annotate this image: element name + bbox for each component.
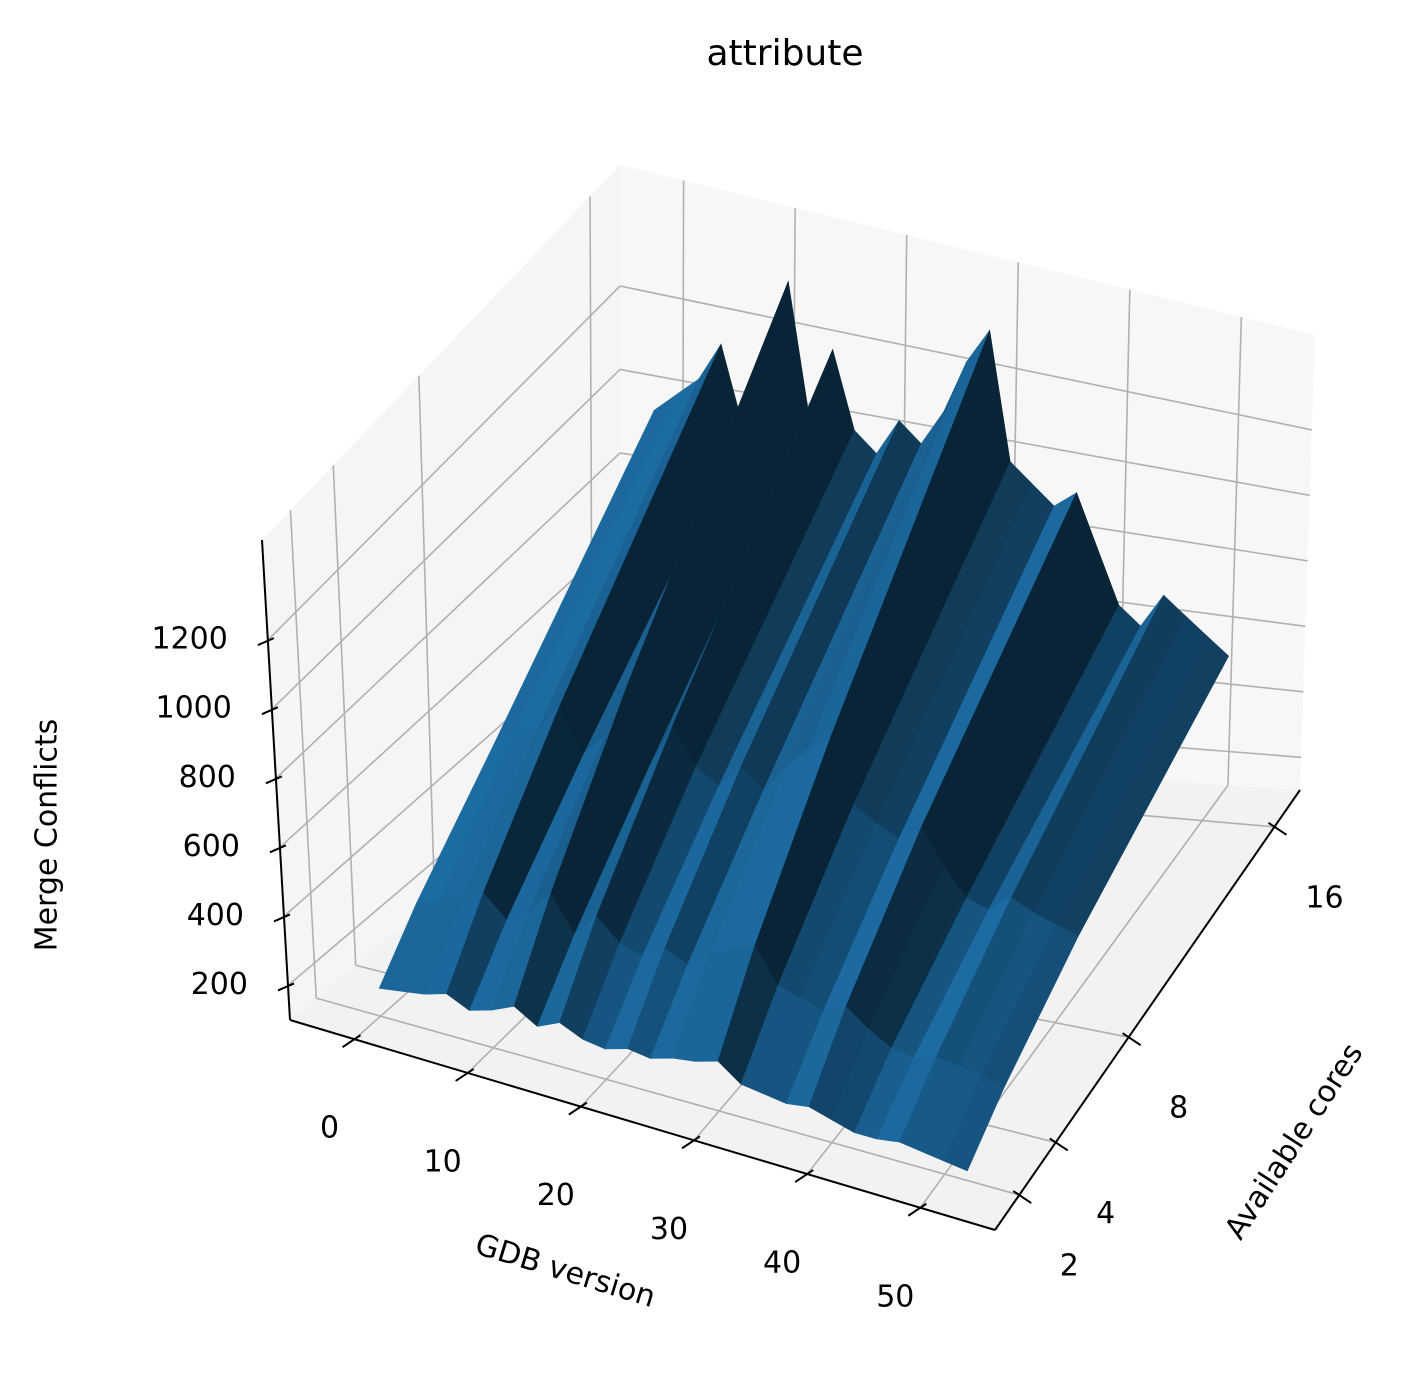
y-tick-label: 4 — [1096, 1196, 1115, 1231]
x-tick — [341, 1034, 362, 1049]
grid-line — [619, 285, 1313, 431]
grid-line — [418, 375, 436, 900]
x-tick-label: 40 — [763, 1246, 801, 1281]
z-tick — [273, 913, 291, 923]
y-axis-label: Available cores — [1218, 1037, 1370, 1246]
y-tick — [1012, 1190, 1032, 1204]
z-tick — [261, 706, 279, 716]
z-tick — [277, 982, 295, 992]
y-tick — [1267, 821, 1288, 836]
x-tick — [681, 1135, 701, 1150]
x-tick — [907, 1202, 927, 1217]
z-tick-label: 800 — [179, 760, 236, 795]
z-tick-label: 200 — [191, 967, 248, 1002]
z-tick-label: 1200 — [151, 622, 227, 657]
x-tick-label: 20 — [537, 1178, 575, 1213]
z-tick-label: 400 — [187, 898, 244, 933]
y-tick-label: 2 — [1060, 1249, 1079, 1284]
y-tick-label: 8 — [1169, 1091, 1188, 1126]
x-axis — [289, 1019, 996, 1231]
y-tick-label: 16 — [1305, 880, 1343, 915]
surface-face — [944, 1074, 1005, 1172]
y-tick — [1049, 1137, 1069, 1152]
x-tick-label: 0 — [320, 1111, 339, 1146]
y-axis — [994, 789, 1301, 1231]
grid-line — [279, 535, 621, 848]
grid-line — [1227, 316, 1243, 786]
z-tick-label: 1000 — [156, 691, 232, 726]
z-axis — [261, 539, 291, 1021]
z-tick-label: 600 — [183, 829, 240, 864]
grid-line — [275, 452, 621, 779]
z-axis-label: Merge Conflicts — [30, 719, 65, 952]
x-tick — [455, 1068, 475, 1082]
grid-line — [267, 285, 621, 641]
y-tick — [1122, 1032, 1142, 1047]
grid-line — [332, 465, 357, 966]
z-tick — [257, 637, 275, 647]
grid-line — [316, 997, 1020, 1196]
x-axis-label: GDB version — [471, 1227, 659, 1315]
x-tick — [794, 1169, 814, 1183]
x-tick — [568, 1101, 588, 1116]
z-tick — [269, 844, 287, 854]
chart-title: attribute — [706, 33, 863, 74]
x-tick-label: 50 — [876, 1279, 914, 1314]
x-tick-label: 10 — [424, 1144, 462, 1179]
grid-line — [289, 510, 318, 999]
z-tick — [265, 775, 283, 785]
x-tick-label: 30 — [650, 1212, 688, 1247]
grid-line — [271, 368, 621, 710]
